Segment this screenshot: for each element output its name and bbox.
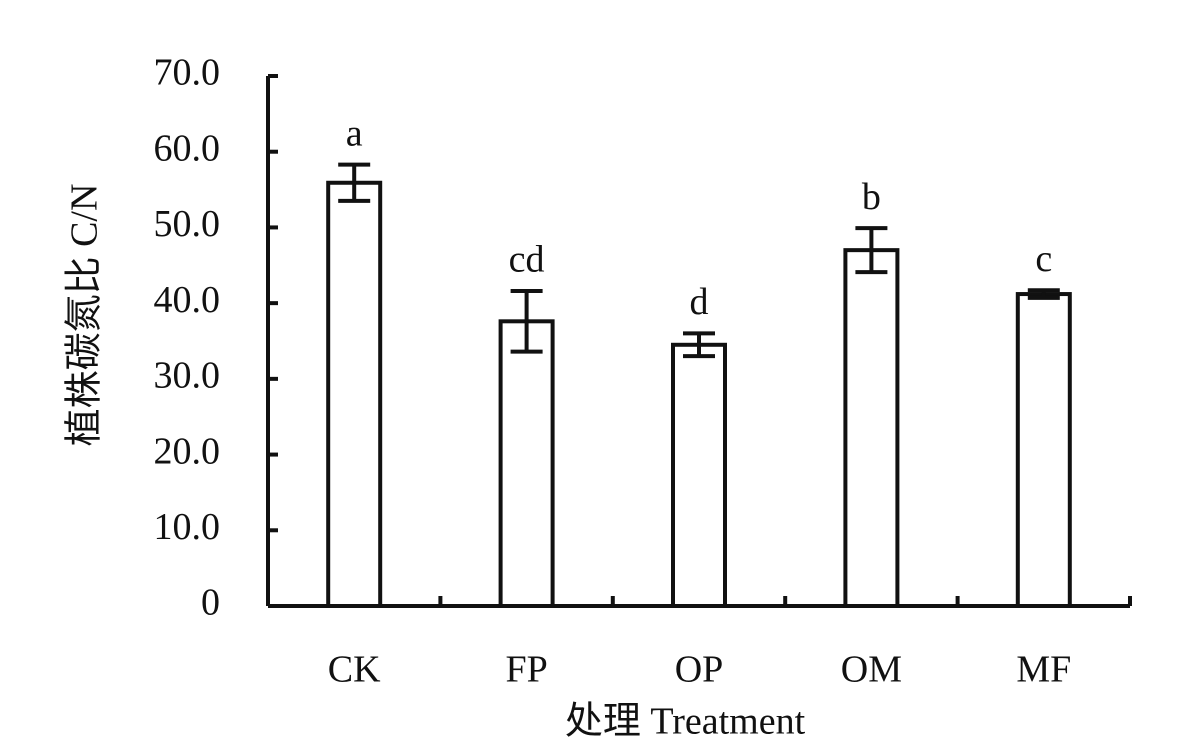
y-tick-label: 60.0 <box>154 127 221 169</box>
error-bar <box>338 162 371 203</box>
significance-letter: d <box>690 281 709 323</box>
y-tick-label: 70.0 <box>154 52 221 94</box>
error-bar <box>683 331 715 359</box>
significance-letter: c <box>1035 238 1052 280</box>
x-tick-label: FP <box>505 649 547 691</box>
bar <box>498 319 555 608</box>
error-bar <box>855 226 888 275</box>
y-tick-label: 10.0 <box>154 506 221 548</box>
x-tick-label: OM <box>841 649 902 691</box>
significance-letter: a <box>346 112 363 154</box>
significance-letter: cd <box>509 239 545 281</box>
y-tick-label: 30.0 <box>154 355 221 397</box>
bar <box>843 248 900 608</box>
error-bar <box>510 289 543 354</box>
y-tick-label: 50.0 <box>154 203 221 245</box>
bar <box>1015 292 1072 608</box>
y-tick-label: 20.0 <box>154 430 221 472</box>
bar <box>671 342 727 608</box>
significance-letter: b <box>862 176 881 218</box>
x-tick-label: OP <box>675 649 724 691</box>
bar <box>326 180 383 608</box>
y-tick-label: 40.0 <box>154 279 221 321</box>
error-bar <box>1027 288 1060 300</box>
x-tick-label: CK <box>328 649 381 691</box>
x-tick-label: MF <box>1016 649 1071 691</box>
y-axis-label: 植株碳氮比 C/N <box>64 184 106 447</box>
y-tick-label: 0 <box>201 582 220 624</box>
x-axis-label: 处理 Treatment <box>565 701 806 743</box>
